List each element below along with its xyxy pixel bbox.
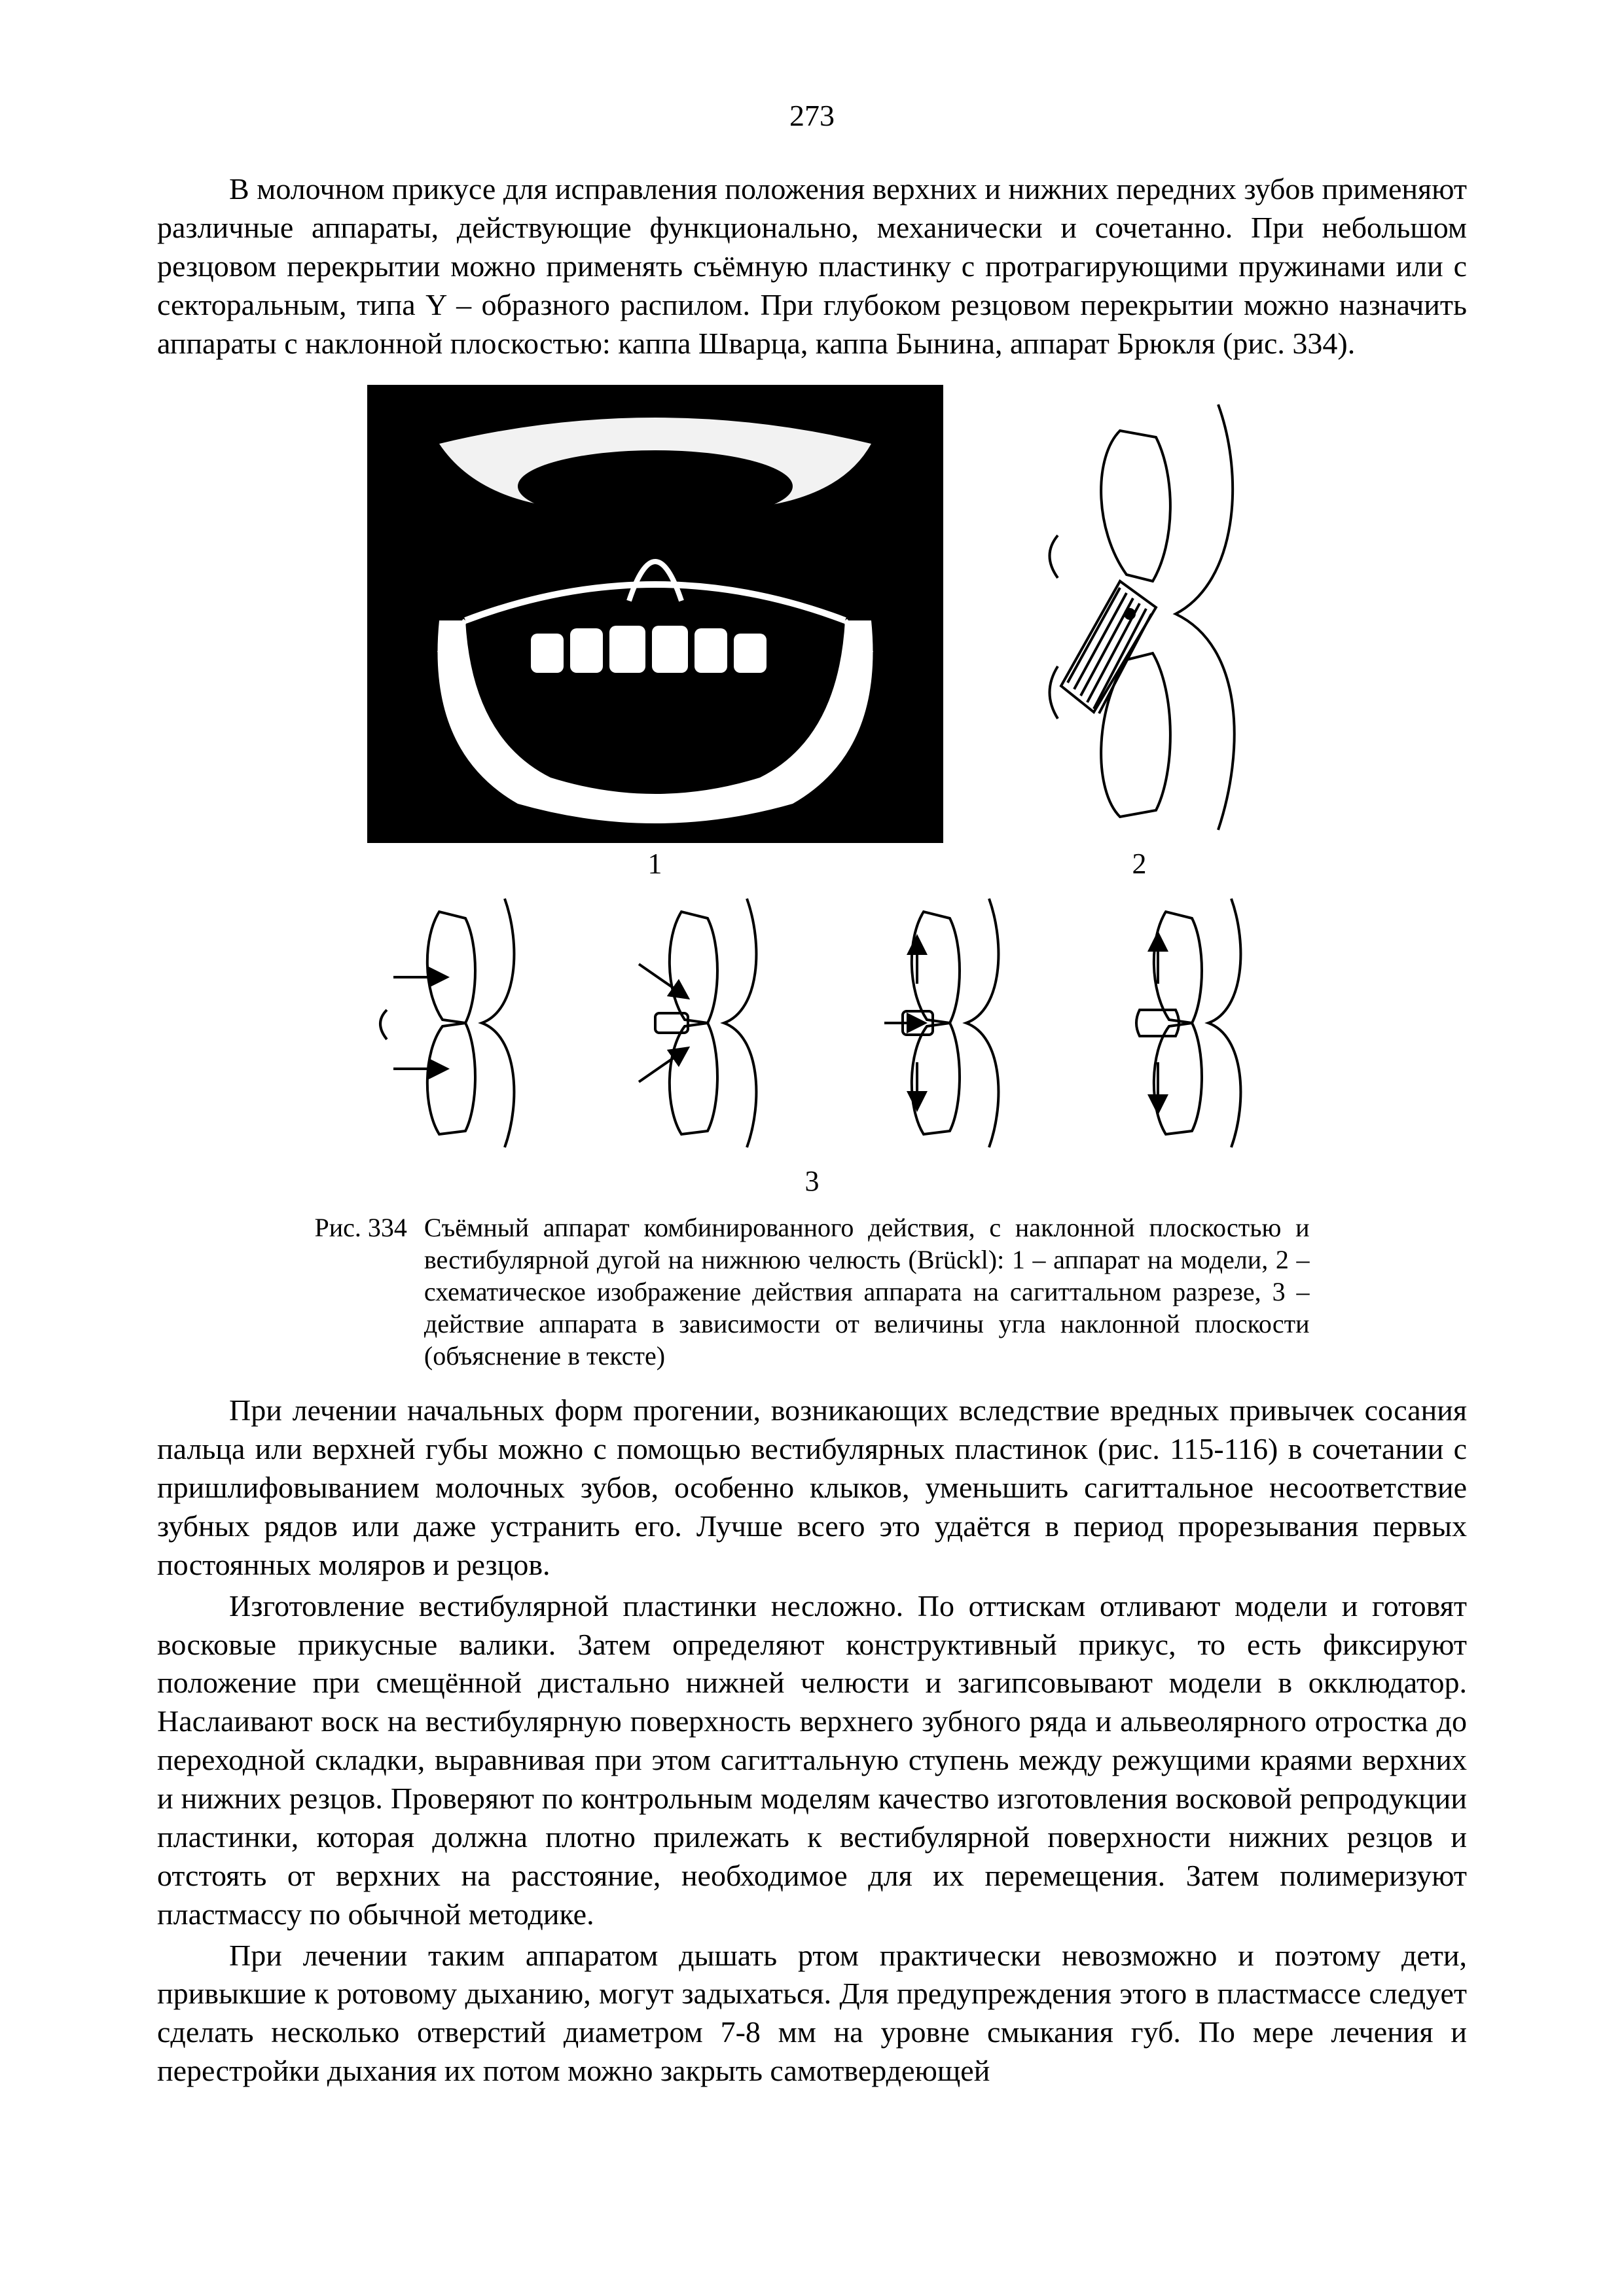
paragraph-4: При лечении таким аппаратом дышать ртом … xyxy=(157,1937,1467,2091)
paragraph-2: При лечении начальных форм прогении, воз… xyxy=(157,1391,1467,1584)
paragraph-3: Изготовление вестибулярной пластинки нес… xyxy=(157,1587,1467,1934)
body-text-top: В молочном прикусе для исправления полож… xyxy=(157,170,1467,363)
body-text-bottom: При лечении начальных форм прогении, воз… xyxy=(157,1391,1467,2090)
paragraph-1: В молочном прикусе для исправления полож… xyxy=(157,170,1467,363)
panel3-svg xyxy=(328,886,1297,1160)
figure-panel-1: 1 xyxy=(367,385,943,880)
page: 273 В молочном прикусе для исправления п… xyxy=(0,0,1624,2296)
figure-caption-head: Рис. 334 xyxy=(315,1212,424,1372)
figure-row-top: 1 xyxy=(315,385,1310,880)
panel2-svg xyxy=(1022,385,1257,843)
figure-334: 1 xyxy=(315,385,1310,1372)
panel-2-label: 2 xyxy=(1022,847,1257,880)
figure-panel-3: 3 xyxy=(315,886,1310,1198)
panel1-svg xyxy=(367,385,943,843)
figure-caption: Рис. 334 Съёмный аппарат комбинированног… xyxy=(315,1212,1310,1372)
page-number: 273 xyxy=(0,98,1624,133)
figure-panel-2: 2 xyxy=(1022,385,1257,880)
figure-caption-body: Съёмный аппарат комбинированного действи… xyxy=(424,1212,1310,1372)
panel-3-label: 3 xyxy=(315,1164,1310,1198)
panel-1-label: 1 xyxy=(367,847,943,880)
